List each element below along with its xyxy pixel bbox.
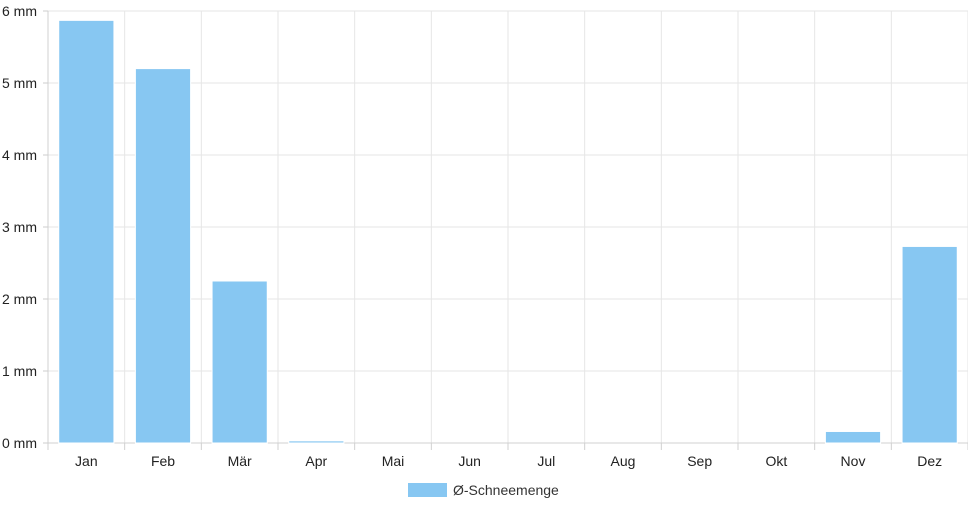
x-tick-label: Apr — [305, 453, 327, 469]
y-tick-label: 3 mm — [2, 219, 37, 235]
legend-swatch[interactable] — [408, 483, 447, 497]
x-tick-label: Feb — [151, 453, 175, 469]
x-tick-label: Jun — [458, 453, 481, 469]
bar-jan — [58, 19, 115, 444]
y-tick-label: 6 mm — [2, 3, 37, 19]
x-tick-label: Aug — [611, 453, 636, 469]
x-tick-label: Okt — [765, 453, 787, 469]
bar-mär — [211, 280, 268, 444]
bar-feb — [134, 68, 192, 444]
y-tick-labels: 0 mm 1 mm 2 mm 3 mm 4 mm 5 mm 6 mm — [2, 3, 37, 451]
x-tick-label: Dez — [917, 453, 942, 469]
x-tick-label: Sep — [687, 453, 712, 469]
bars — [58, 19, 958, 444]
y-tick-label: 1 mm — [2, 363, 37, 379]
legend[interactable]: Ø-Schneemenge — [408, 482, 559, 498]
x-tick-label: Mär — [228, 453, 252, 469]
y-tick-label: 0 mm — [2, 435, 37, 451]
y-tick-label: 2 mm — [2, 291, 37, 307]
legend-label[interactable]: Ø-Schneemenge — [453, 482, 559, 498]
grid-lines — [48, 10, 968, 443]
x-tick-label: Jul — [537, 453, 555, 469]
x-tick-label: Nov — [841, 453, 866, 469]
bar-apr — [288, 440, 345, 444]
x-tick-label: Jan — [75, 453, 98, 469]
y-tick-label: 4 mm — [2, 147, 37, 163]
x-tick-label: Mai — [382, 453, 405, 469]
x-tick-labels: Jan Feb Mär Apr Mai Jun Jul Aug Sep Okt Nov Dez — [75, 453, 942, 469]
y-tick-label: 5 mm — [2, 75, 37, 91]
axes — [43, 10, 968, 450]
bar-nov — [824, 430, 882, 444]
bar-dez — [901, 245, 958, 444]
